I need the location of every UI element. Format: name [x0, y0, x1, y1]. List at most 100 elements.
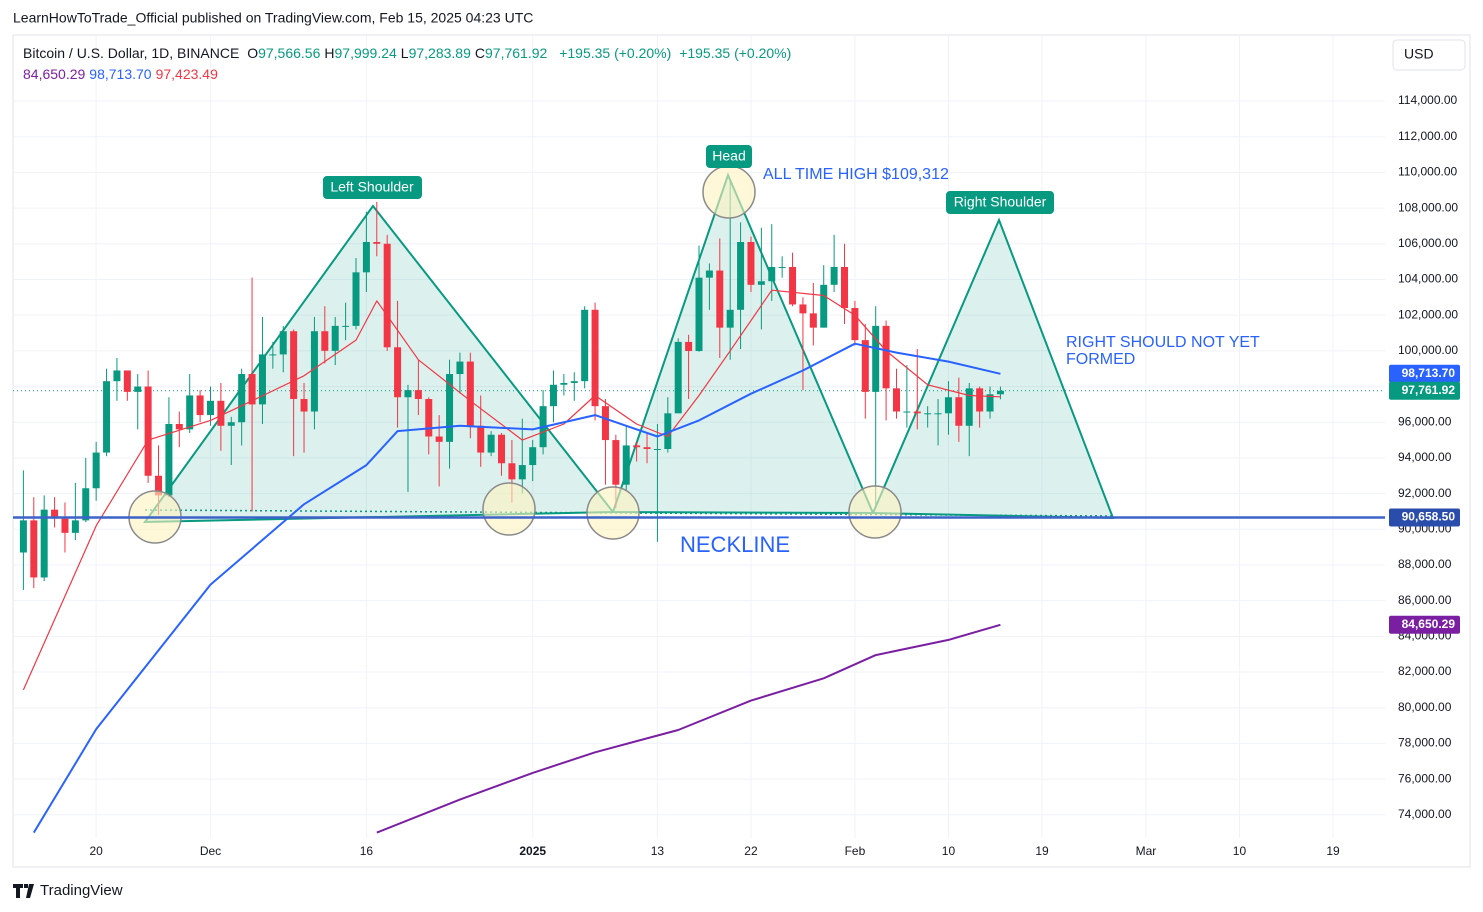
indicator-value: 98,713.70	[89, 66, 152, 82]
ma-line	[32, 342, 1001, 834]
y-tick-label: 92,000.00	[1398, 486, 1452, 500]
candle-body	[217, 400, 225, 426]
candle-body	[757, 281, 765, 285]
candle-body	[591, 309, 599, 407]
candle-body	[768, 266, 776, 282]
annotation: ALL TIME HIGH $109,312	[763, 166, 949, 183]
candle-body	[612, 440, 620, 485]
x-tick-label: 22	[744, 844, 758, 858]
y-tick-label: 94,000.00	[1398, 450, 1452, 464]
ohlc-value: 97,566.56	[258, 45, 321, 61]
annotation: Right Shoulder	[954, 194, 1047, 210]
x-tick-label: Dec	[200, 844, 221, 858]
candle-body	[144, 386, 152, 476]
candle-body	[726, 309, 734, 328]
x-tick-label: Feb	[845, 844, 866, 858]
annotation: NECKLINE	[680, 532, 790, 557]
candle-body	[633, 445, 641, 448]
x-tick-label: 20	[89, 844, 103, 858]
candle-body	[996, 390, 1004, 395]
ohlc-key: C	[474, 45, 486, 61]
candle-body	[903, 411, 911, 413]
candle-body	[924, 413, 932, 415]
candle-body	[290, 331, 298, 400]
y-tick-label: 104,000.00	[1398, 272, 1458, 286]
candle-body	[456, 361, 464, 375]
candle-body	[955, 397, 963, 426]
y-tick-label: 96,000.00	[1398, 414, 1452, 428]
candle-body	[601, 406, 609, 441]
annotation: RIGHT SHOULD NOT YET	[1066, 334, 1260, 351]
candle-body	[103, 381, 111, 453]
y-tick-label: 100,000.00	[1398, 343, 1458, 357]
indicator-value: 84,650.29	[23, 66, 86, 82]
label-box	[706, 145, 752, 168]
y-tick-label: 82,000.00	[1398, 664, 1452, 678]
price-badge-label: 84,650.29	[1402, 617, 1456, 631]
candle-body	[446, 374, 454, 442]
touch-circle	[702, 165, 756, 219]
candle-body	[279, 331, 287, 355]
candle-body	[466, 361, 474, 426]
candle-body	[425, 399, 433, 437]
candle-body	[373, 241, 381, 244]
currency-button[interactable]	[1392, 39, 1466, 71]
y-tick-label: 114,000.00	[1398, 93, 1457, 107]
candle-body	[175, 424, 183, 430]
candle-body	[123, 370, 131, 392]
candle-body	[882, 325, 890, 389]
indicator-line: 84,650.29 98,713.70 97,423.49	[23, 66, 222, 82]
candle-body	[383, 243, 391, 348]
axes: 74,000.00 76,000.00 78,000.00 80,000.00 82,0…	[13, 93, 1460, 858]
currency[interactable]: USD	[1404, 46, 1434, 62]
candle-body	[331, 325, 339, 351]
ohlc-key: H	[324, 45, 335, 61]
y-tick-label: 76,000.00	[1398, 771, 1452, 785]
price-badge	[1389, 364, 1460, 383]
candle-body	[206, 400, 214, 416]
candle-body	[799, 304, 807, 314]
candle-body	[414, 390, 422, 400]
candle-body	[674, 341, 682, 414]
candle-body	[841, 266, 849, 309]
candle-body	[165, 424, 173, 496]
candle-body	[82, 488, 90, 521]
candle-body	[19, 520, 27, 553]
candle-body	[664, 413, 672, 449]
candle-body	[186, 395, 194, 430]
candle-body	[487, 434, 495, 453]
logo	[13, 884, 34, 898]
price-badge-label: 90,658.50	[1402, 510, 1456, 524]
candle-body	[300, 399, 308, 412]
ohlc-value: 97,761.92	[485, 45, 548, 61]
ohlc-key: O	[247, 45, 259, 61]
candle-body	[30, 520, 38, 578]
candle-body	[716, 270, 724, 328]
candle-body	[581, 309, 589, 382]
annotation: Left Shoulder	[330, 179, 414, 195]
candle-body	[570, 381, 578, 383]
ohlc-value: 97,999.24	[334, 45, 397, 61]
touch-circle	[848, 485, 902, 539]
candle-body	[560, 382, 568, 385]
candle-body	[549, 384, 557, 407]
candle-body	[321, 331, 329, 351]
y-tick-label: 108,000.00	[1398, 200, 1458, 214]
candle-body	[134, 386, 142, 392]
pattern-neck	[144, 509, 1114, 517]
touch-circle	[586, 486, 640, 540]
brand: TradingView	[13, 882, 123, 899]
y-tick-label: 110,000.00	[1398, 165, 1457, 179]
candle-body	[965, 388, 973, 426]
y-tick-label: 106,000.00	[1398, 236, 1458, 250]
annotation: FORMED	[1066, 351, 1135, 368]
candle-body	[976, 388, 984, 412]
candle-body	[737, 241, 745, 310]
candle-body	[934, 413, 942, 415]
label-box	[946, 191, 1054, 214]
x-tick-label: 13	[651, 844, 665, 858]
change: +195.35 (+0.20%)	[679, 45, 792, 61]
change: +195.35 (+0.20%)	[559, 45, 672, 61]
candle-body	[51, 509, 59, 519]
